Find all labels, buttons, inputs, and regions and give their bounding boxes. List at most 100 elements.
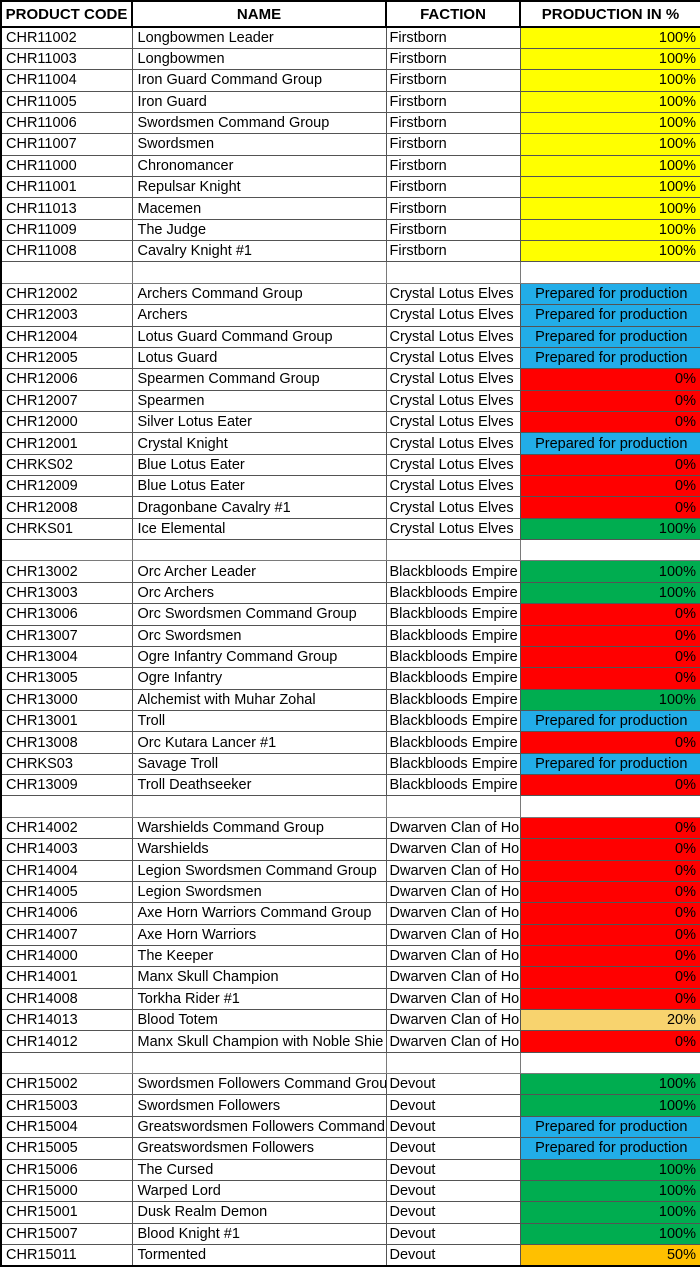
name-cell[interactable]: Longbowmen <box>131 47 387 71</box>
name-cell[interactable]: Blue Lotus Eater <box>131 453 387 477</box>
product-code-cell[interactable]: CHR14012 <box>0 1030 133 1053</box>
empty-cell[interactable] <box>131 795 387 818</box>
faction-cell[interactable]: Blackbloods Empire <box>385 603 521 626</box>
name-cell[interactable]: Legion Swordsmen <box>131 880 387 904</box>
name-cell[interactable]: Warshields Command Group <box>131 816 387 840</box>
production-cell[interactable]: 0% <box>519 859 700 882</box>
production-cell[interactable]: 20% <box>519 1009 700 1032</box>
product-code-cell[interactable]: CHR11001 <box>0 176 133 199</box>
product-code-cell[interactable]: CHR14000 <box>0 944 133 968</box>
faction-cell[interactable]: Dwarven Clan of Ho <box>385 944 521 968</box>
name-cell[interactable]: Manx Skull Champion with Noble Shie <box>131 1030 387 1053</box>
faction-cell[interactable]: Dwarven Clan of Ho <box>385 880 521 904</box>
faction-cell[interactable]: Crystal Lotus Elves <box>385 389 521 412</box>
product-code-cell[interactable]: CHR13009 <box>0 774 133 797</box>
product-code-cell[interactable]: CHR14004 <box>0 859 133 882</box>
name-cell[interactable]: Lotus Guard <box>131 346 387 370</box>
production-cell[interactable]: 0% <box>519 389 700 412</box>
empty-cell[interactable] <box>385 539 521 562</box>
empty-cell[interactable] <box>0 1051 133 1075</box>
product-code-cell[interactable]: CHR11013 <box>0 197 133 220</box>
product-code-cell[interactable]: CHR13008 <box>0 731 133 754</box>
name-cell[interactable]: Ogre Infantry <box>131 667 387 690</box>
product-code-cell[interactable]: CHR13006 <box>0 603 133 626</box>
faction-cell[interactable]: Crystal Lotus Elves <box>385 282 521 306</box>
product-code-cell[interactable]: CHRKS01 <box>0 517 133 541</box>
name-cell[interactable]: Warped Lord <box>131 1179 387 1203</box>
faction-cell[interactable]: Blackbloods Empire <box>385 581 521 605</box>
production-cell[interactable]: 0% <box>519 966 700 989</box>
production-cell[interactable]: 0% <box>519 902 700 925</box>
product-code-cell[interactable]: CHR11004 <box>0 69 133 92</box>
faction-cell[interactable]: Blackbloods Empire <box>385 731 521 754</box>
faction-cell[interactable]: Devout <box>385 1137 521 1160</box>
product-code-cell[interactable]: CHR15003 <box>0 1094 133 1117</box>
name-cell[interactable]: Orc Archers <box>131 581 387 605</box>
name-cell[interactable]: Savage Troll <box>131 752 387 776</box>
name-cell[interactable]: Axe Horn Warriors Command Group <box>131 902 387 925</box>
faction-cell[interactable]: Blackbloods Empire <box>385 645 521 669</box>
name-cell[interactable]: Axe Horn Warriors <box>131 923 387 946</box>
name-cell[interactable]: Torkha Rider #1 <box>131 987 387 1011</box>
faction-cell[interactable]: Firstborn <box>385 240 521 263</box>
name-cell[interactable]: Archers Command Group <box>131 282 387 306</box>
production-cell[interactable]: 100% <box>519 69 700 92</box>
faction-cell[interactable]: Dwarven Clan of Ho <box>385 966 521 989</box>
name-cell[interactable]: Crystal Knight <box>131 432 387 455</box>
faction-cell[interactable]: Firstborn <box>385 197 521 220</box>
name-cell[interactable]: Alchemist with Muhar Zohal <box>131 688 387 712</box>
product-code-cell[interactable]: CHR12004 <box>0 325 133 348</box>
production-cell[interactable]: 0% <box>519 731 700 754</box>
product-code-cell[interactable]: CHR11009 <box>0 218 133 242</box>
product-code-cell[interactable]: CHR11007 <box>0 133 133 156</box>
production-cell[interactable]: 100% <box>519 240 700 263</box>
production-cell[interactable]: 100% <box>519 517 700 541</box>
product-code-cell[interactable]: CHRKS03 <box>0 752 133 776</box>
name-cell[interactable]: Spearmen Command Group <box>131 368 387 391</box>
faction-cell[interactable]: Crystal Lotus Elves <box>385 304 521 327</box>
name-cell[interactable]: Greatswordsmen Followers <box>131 1137 387 1160</box>
name-cell[interactable]: Blood Knight #1 <box>131 1222 387 1245</box>
product-code-cell[interactable]: CHR14005 <box>0 880 133 904</box>
product-code-cell[interactable]: CHR11006 <box>0 111 133 135</box>
product-code-cell[interactable]: CHR12007 <box>0 389 133 412</box>
faction-cell[interactable]: Blackbloods Empire <box>385 667 521 690</box>
faction-cell[interactable]: Blackbloods Empire <box>385 709 521 733</box>
name-cell[interactable]: Troll <box>131 709 387 733</box>
name-cell[interactable]: Orc Archer Leader <box>131 560 387 583</box>
production-cell[interactable]: Prepared for production <box>519 432 700 455</box>
product-code-cell[interactable]: CHR13003 <box>0 581 133 605</box>
name-cell[interactable]: Manx Skull Champion <box>131 966 387 989</box>
product-code-cell[interactable]: CHR15002 <box>0 1073 133 1096</box>
empty-cell[interactable] <box>0 539 133 562</box>
faction-cell[interactable]: Dwarven Clan of Ho <box>385 1009 521 1032</box>
faction-cell[interactable]: Devout <box>385 1179 521 1203</box>
name-cell[interactable]: Legion Swordsmen Command Group <box>131 859 387 882</box>
faction-cell[interactable]: Firstborn <box>385 218 521 242</box>
production-cell[interactable]: 100% <box>519 688 700 712</box>
name-cell[interactable]: Swordsmen Followers Command Grou <box>131 1073 387 1096</box>
empty-cell[interactable] <box>385 1051 521 1075</box>
product-code-cell[interactable]: CHR14007 <box>0 923 133 946</box>
name-cell[interactable]: Swordsmen Command Group <box>131 111 387 135</box>
production-cell[interactable]: Prepared for production <box>519 709 700 733</box>
faction-cell[interactable]: Devout <box>385 1201 521 1224</box>
empty-cell[interactable] <box>519 1051 700 1075</box>
production-cell[interactable]: 100% <box>519 1073 700 1096</box>
production-cell[interactable]: 100% <box>519 581 700 605</box>
production-cell[interactable]: Prepared for production <box>519 752 700 776</box>
faction-cell[interactable]: Firstborn <box>385 69 521 92</box>
name-cell[interactable]: Warshields <box>131 838 387 861</box>
faction-cell[interactable]: Firstborn <box>385 47 521 71</box>
production-cell[interactable]: 0% <box>519 645 700 669</box>
product-code-cell[interactable]: CHR15000 <box>0 1179 133 1203</box>
production-cell[interactable]: 100% <box>519 47 700 71</box>
production-cell[interactable]: 100% <box>519 90 700 113</box>
empty-cell[interactable] <box>131 261 387 284</box>
faction-cell[interactable]: Crystal Lotus Elves <box>385 410 521 434</box>
product-code-cell[interactable]: CHR11005 <box>0 90 133 113</box>
name-cell[interactable]: Swordsmen <box>131 133 387 156</box>
production-cell[interactable]: Prepared for production <box>519 1115 700 1139</box>
product-code-cell[interactable]: CHR11008 <box>0 240 133 263</box>
production-cell[interactable]: 0% <box>519 1030 700 1053</box>
